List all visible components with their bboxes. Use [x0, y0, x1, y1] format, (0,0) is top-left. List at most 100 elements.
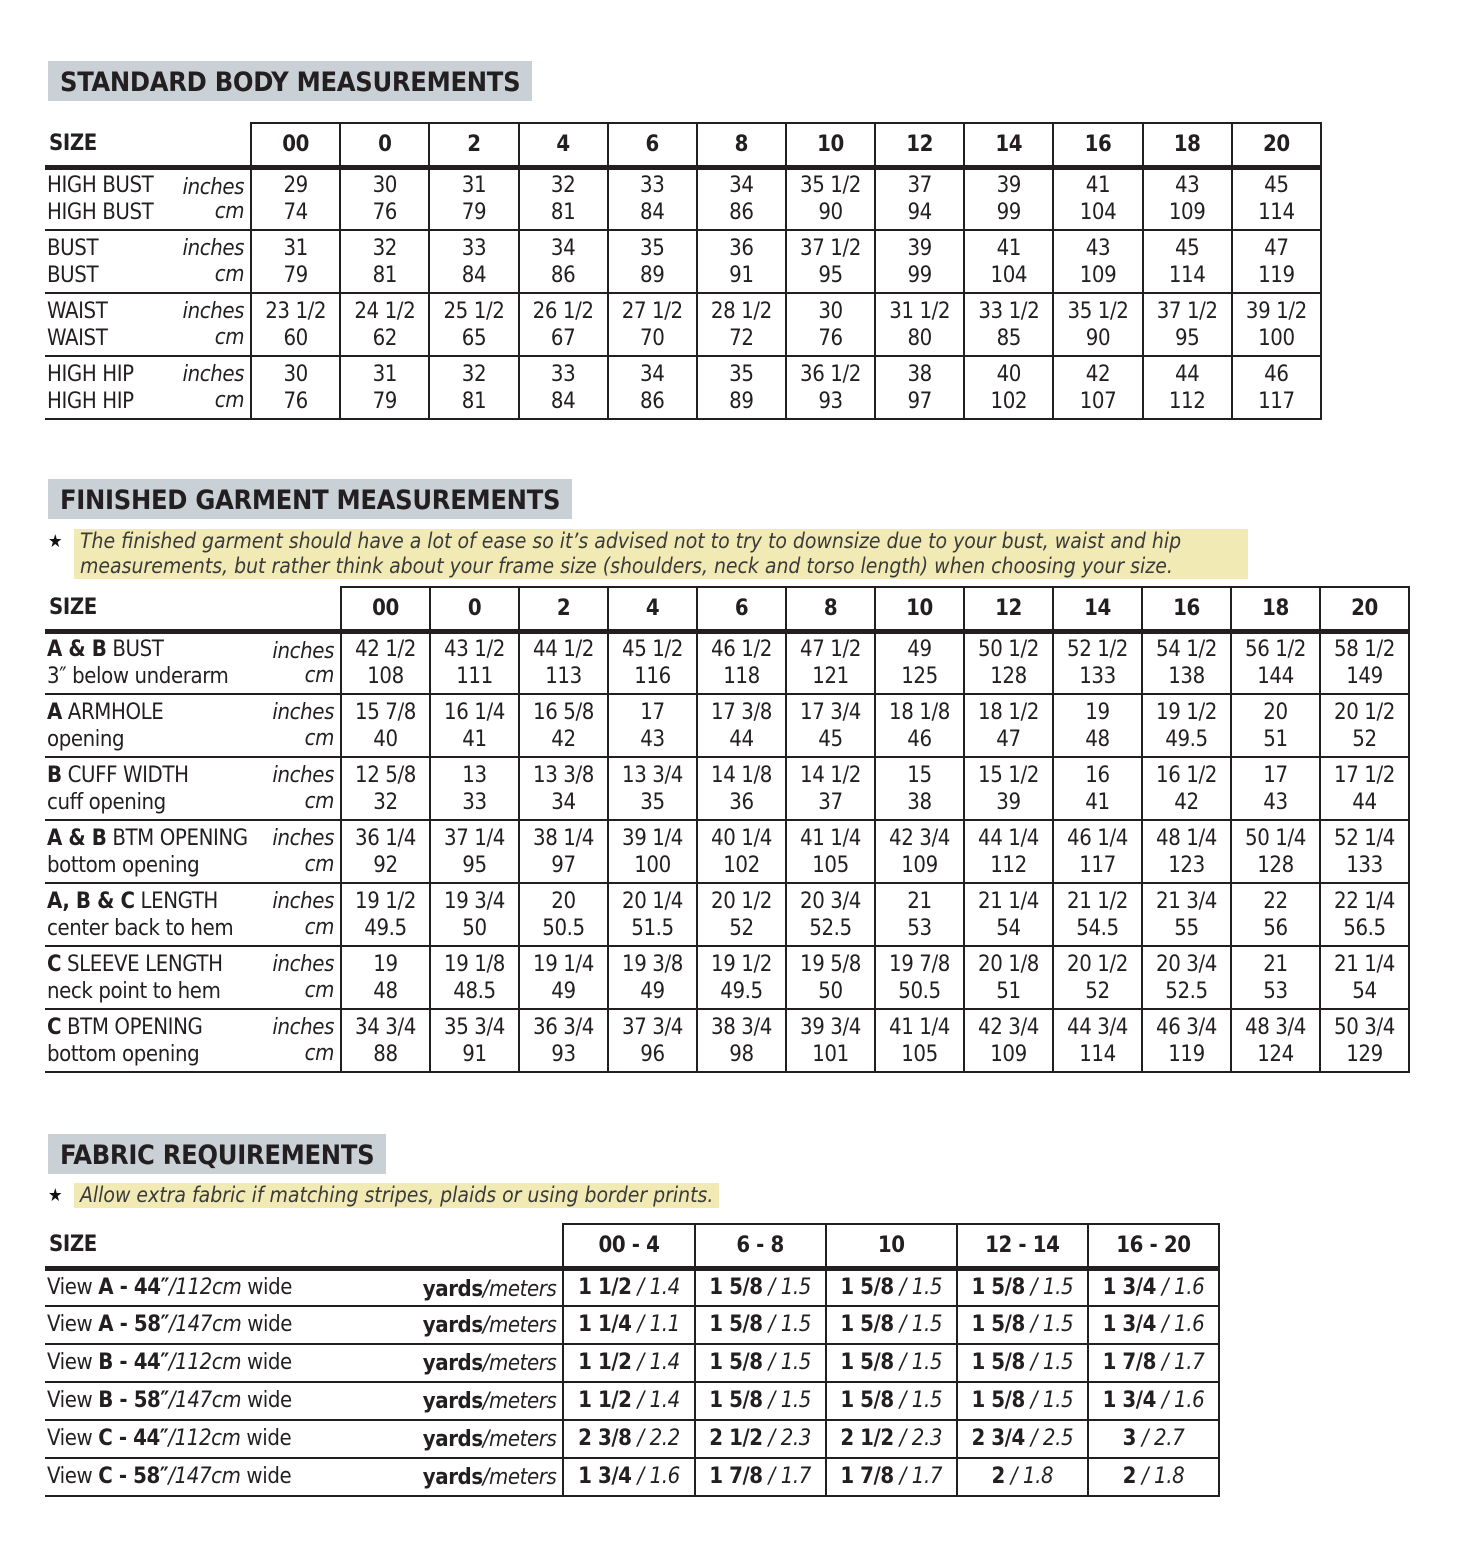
- value-cell: 44 1/4 112: [963, 819, 1054, 884]
- value-cm: 79: [461, 200, 487, 226]
- value-cell: 42 3/4 109: [874, 819, 965, 884]
- unit-inches: inches: [272, 952, 334, 977]
- value-cm: 109: [901, 852, 938, 878]
- value-yards: 2 1/2: [840, 1426, 894, 1451]
- value-cell: 23 1/2 60: [250, 292, 342, 357]
- value-yards: 1 5/8: [971, 1274, 1025, 1300]
- value-cm: 76: [372, 200, 398, 226]
- value-cell: 46 1/2 118: [696, 630, 787, 695]
- value-inches: 20 3/4: [800, 888, 861, 914]
- measure-sub: center back to hem: [47, 915, 234, 941]
- value-meters: / 2.3: [899, 1426, 943, 1451]
- measure-sub: HIGH HIP: [47, 388, 134, 414]
- value-inches: 52 1/4: [1334, 825, 1395, 851]
- value-inches: 36 3/4: [533, 1014, 594, 1040]
- value-cell: 52 1/4 133: [1319, 819, 1410, 884]
- value-yards: 1 1/2: [578, 1274, 632, 1300]
- view-label: View B - 58″/147cm wide: [47, 1388, 292, 1413]
- label-line-2: bottom opening: [47, 1041, 340, 1068]
- value-cm: 86: [640, 388, 665, 414]
- unit-meters: /meters: [482, 1351, 557, 1376]
- value-cm: 114: [1168, 262, 1206, 288]
- value-yards: 1 1/2: [578, 1388, 632, 1413]
- value-cell: 40 1/4 102: [696, 819, 787, 884]
- value-cell: 19 3/8 49: [607, 945, 698, 1010]
- value-cell: 35 1/2 90: [784, 166, 877, 231]
- size-header: 4: [517, 122, 609, 170]
- value-cm: 84: [640, 200, 665, 226]
- value-cell: 30 76: [339, 166, 431, 231]
- label-line-1: HIGH HIP: [47, 361, 250, 388]
- row-label: A ARMHOLE opening inches cm: [45, 693, 342, 758]
- value-cell: 2 / 1.8: [1086, 1457, 1221, 1497]
- unit-cm: cm: [214, 262, 245, 287]
- view-word: View: [47, 1350, 99, 1375]
- finished-note: ★ The finished garment should have a lot…: [48, 529, 1248, 579]
- value-inches: 21 1/2: [1067, 888, 1128, 914]
- value-cell: 18 1/2 47: [963, 693, 1054, 758]
- value-cell: 41 104: [1052, 166, 1144, 231]
- value-cm: 54: [1352, 978, 1377, 1004]
- measure-sub: neck point to hem: [47, 978, 221, 1004]
- value-meters: / 1.7: [899, 1464, 943, 1489]
- value-cm: 109: [990, 1041, 1027, 1067]
- value-cell: 21 3/4 55: [1141, 882, 1232, 947]
- value-inches: 20 1/2: [1067, 951, 1128, 977]
- value-cm: 54: [996, 915, 1021, 941]
- value-cm: 81: [372, 262, 398, 288]
- value-meters: / 1.4: [637, 1274, 680, 1300]
- value-cm: 53: [1263, 978, 1288, 1004]
- value-cm: 51.5: [631, 915, 674, 941]
- value-cm: 72: [729, 325, 754, 351]
- value-inches: 31: [461, 173, 487, 199]
- value-cm: 50: [462, 915, 487, 941]
- value-inches: 15 7/8: [355, 699, 416, 725]
- value-meters: / 1.5: [768, 1312, 812, 1337]
- value-inches: 27 1/2: [621, 298, 683, 324]
- size-header: 8: [785, 586, 876, 634]
- value-cell: 29 74: [250, 166, 342, 231]
- view-letters: C: [47, 951, 62, 977]
- view-letters: A & B: [47, 637, 107, 663]
- value-cell: 1 5/8 / 1.5: [824, 1305, 958, 1345]
- value-inches: 32: [461, 361, 487, 387]
- value-yards: 1 7/8: [840, 1464, 894, 1489]
- unit-yards: yards: [422, 1351, 483, 1376]
- value-cell: 52 1/2 133: [1052, 630, 1143, 695]
- label-line-1: A & B BUST: [47, 636, 340, 663]
- value-cell: 58 1/2 149: [1319, 630, 1410, 695]
- view-letters: A: [47, 699, 62, 725]
- value-cm: 39: [996, 789, 1021, 815]
- star-icon: ★: [48, 1185, 63, 1206]
- value-cm: 133: [1346, 852, 1383, 878]
- value-cm: 144: [1257, 664, 1294, 690]
- value-cm: 34: [551, 789, 576, 815]
- value-cm: 124: [1257, 1041, 1294, 1067]
- value-inches: 12 5/8: [355, 762, 416, 788]
- row-label: View C - 58″/147cm wide yards/meters: [45, 1457, 565, 1497]
- view-width: A - 44″: [98, 1274, 170, 1300]
- row-label: BUST BUST inches cm: [45, 229, 253, 294]
- view-wide: wide: [241, 1388, 292, 1413]
- value-inches: 19 1/4: [533, 951, 594, 977]
- value-cm: 49.5: [364, 915, 407, 941]
- value-inches: 43: [1085, 235, 1111, 261]
- value-cm: 50.5: [542, 915, 585, 941]
- value-cm: 128: [1257, 852, 1294, 878]
- value-cell: 34 86: [517, 229, 609, 294]
- value-cell: 48 1/4 123: [1141, 819, 1232, 884]
- size-header: 20: [1230, 122, 1323, 170]
- value-inches: 13 3/8: [533, 762, 594, 788]
- view-width: B - 44″: [98, 1350, 169, 1375]
- value-cell: 2 / 1.8: [955, 1457, 1089, 1497]
- value-cm: 149: [1346, 664, 1383, 690]
- value-cm: 32: [373, 789, 398, 815]
- value-cm: 95: [818, 262, 843, 288]
- value-cell: 21 1/4 54: [963, 882, 1054, 947]
- value-cm: 56: [1263, 915, 1288, 941]
- value-cell: 48 3/4 124: [1230, 1008, 1321, 1073]
- size-header: 14: [1052, 586, 1143, 634]
- unit-yards: yards: [422, 1465, 483, 1490]
- value-cm: 89: [640, 262, 665, 288]
